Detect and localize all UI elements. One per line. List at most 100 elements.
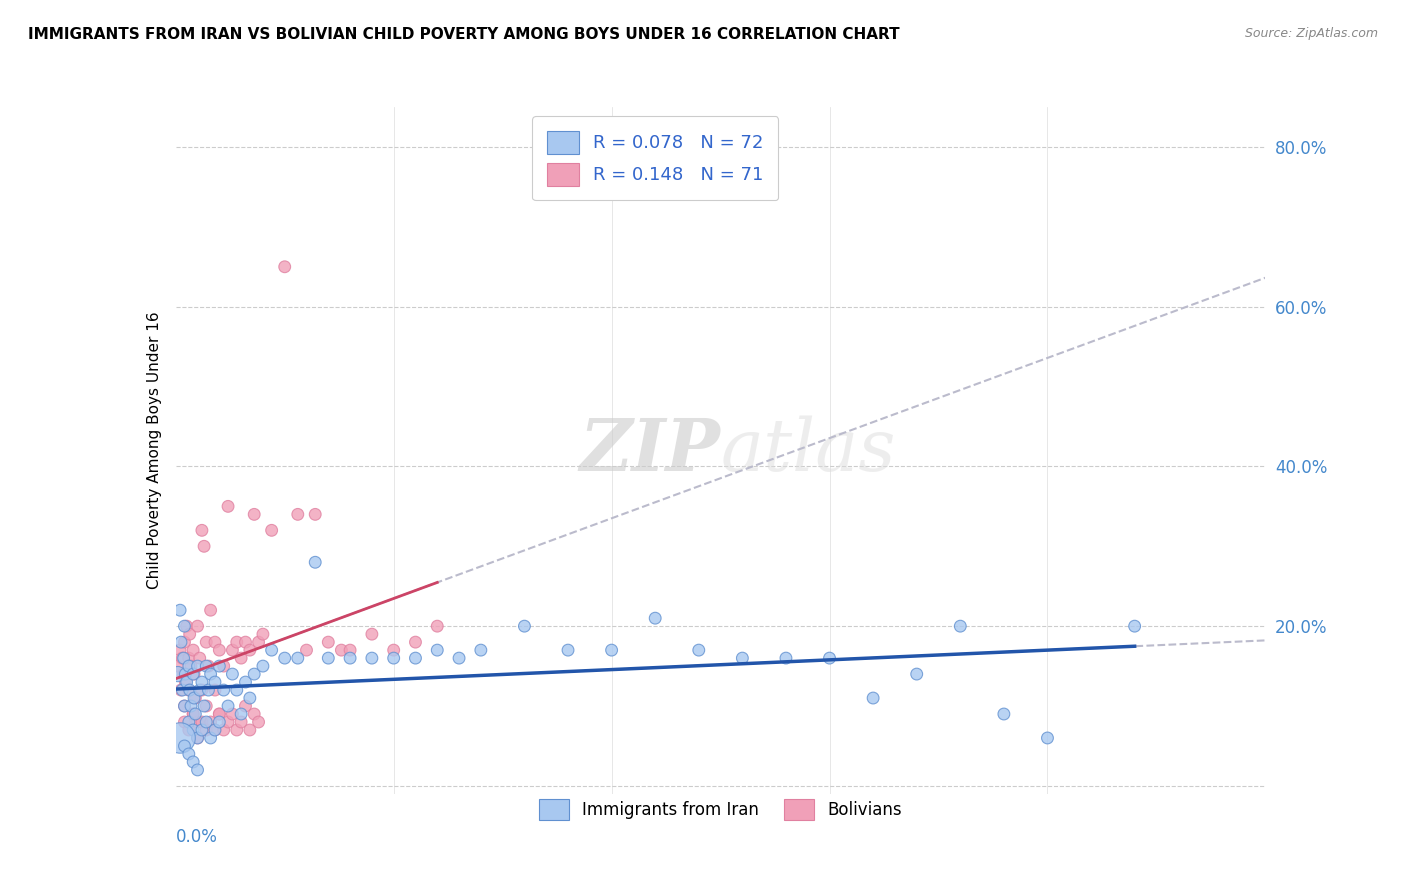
Point	[260, 643, 283, 657]
Point	[993, 706, 1015, 721]
Point	[191, 723, 214, 737]
Point	[186, 731, 209, 745]
Legend: Immigrants from Iran, Bolivians: Immigrants from Iran, Bolivians	[526, 786, 915, 834]
Text: Source: ZipAtlas.com: Source: ZipAtlas.com	[1244, 27, 1378, 40]
Point	[382, 651, 405, 665]
Point	[173, 739, 195, 753]
Point	[184, 691, 207, 706]
Point	[195, 714, 218, 729]
Point	[212, 683, 235, 698]
Point	[169, 603, 191, 617]
Point	[172, 651, 194, 665]
Point	[193, 539, 215, 553]
Point	[217, 500, 239, 514]
Point	[862, 691, 884, 706]
Text: ZIP: ZIP	[579, 415, 721, 486]
Y-axis label: Child Poverty Among Boys Under 16: Child Poverty Among Boys Under 16	[146, 311, 162, 590]
Point	[181, 667, 204, 681]
Point	[243, 706, 266, 721]
Point	[405, 635, 427, 649]
Point	[287, 651, 309, 665]
Point	[176, 675, 198, 690]
Point	[949, 619, 972, 633]
Point	[191, 524, 214, 538]
Point	[186, 619, 209, 633]
Point	[177, 659, 200, 673]
Point	[235, 635, 257, 649]
Point	[212, 723, 235, 737]
Point	[200, 731, 222, 745]
Point	[221, 667, 243, 681]
Point	[225, 683, 247, 698]
Point	[295, 643, 318, 657]
Point	[181, 706, 204, 721]
Point	[181, 643, 204, 657]
Point	[360, 627, 382, 641]
Point	[231, 651, 253, 665]
Point	[447, 651, 470, 665]
Point	[247, 714, 270, 729]
Point	[204, 723, 226, 737]
Point	[200, 603, 222, 617]
Point	[304, 508, 326, 522]
Point	[173, 714, 195, 729]
Point	[225, 635, 247, 649]
Point	[174, 667, 197, 681]
Point	[304, 555, 326, 569]
Point	[225, 723, 247, 737]
Point	[169, 643, 191, 657]
Point	[197, 659, 219, 673]
Point	[644, 611, 666, 625]
Point	[260, 524, 283, 538]
Point	[173, 651, 195, 665]
Point	[191, 683, 214, 698]
Point	[243, 508, 266, 522]
Point	[688, 643, 710, 657]
Point	[193, 699, 215, 714]
Point	[231, 706, 253, 721]
Point	[221, 706, 243, 721]
Point	[274, 651, 297, 665]
Point	[183, 667, 205, 681]
Point	[208, 659, 231, 673]
Point	[195, 635, 218, 649]
Point	[170, 683, 193, 698]
Point	[252, 627, 274, 641]
Point	[204, 635, 226, 649]
Point	[177, 714, 200, 729]
Point	[239, 723, 262, 737]
Point	[287, 508, 309, 522]
Point	[172, 683, 194, 698]
Point	[239, 643, 262, 657]
Point	[188, 683, 211, 698]
Point	[186, 659, 209, 673]
Point	[208, 706, 231, 721]
Point	[191, 714, 214, 729]
Point	[181, 723, 204, 737]
Point	[235, 675, 257, 690]
Point	[180, 659, 202, 673]
Point	[905, 667, 928, 681]
Point	[382, 643, 405, 657]
Point	[179, 683, 201, 698]
Point	[239, 691, 262, 706]
Point	[426, 643, 449, 657]
Point	[247, 635, 270, 649]
Point	[177, 651, 200, 665]
Point	[274, 260, 297, 274]
Point	[318, 651, 340, 665]
Point	[184, 706, 207, 721]
Point	[235, 699, 257, 714]
Point	[191, 675, 214, 690]
Point	[181, 706, 204, 721]
Point	[167, 659, 190, 673]
Point	[557, 643, 579, 657]
Point	[181, 755, 204, 769]
Point	[330, 643, 353, 657]
Point	[195, 699, 218, 714]
Point	[731, 651, 754, 665]
Point	[204, 723, 226, 737]
Point	[195, 659, 218, 673]
Point	[200, 714, 222, 729]
Point	[231, 714, 253, 729]
